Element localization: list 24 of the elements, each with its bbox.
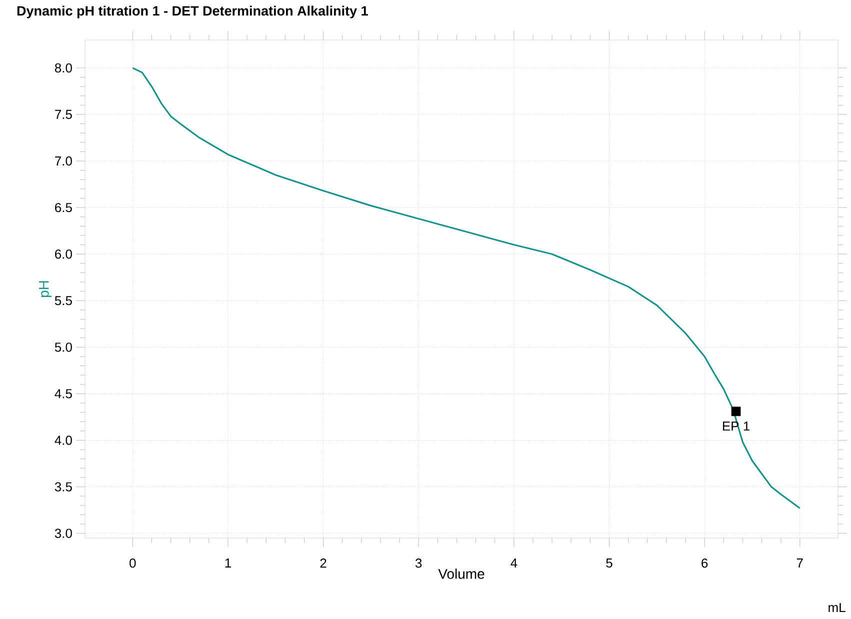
chart-title: Dynamic pH titration 1 - DET Determination Alkalinity 1 bbox=[17, 6, 368, 18]
y-tick-label: 3.5 bbox=[54, 482, 72, 492]
y-tick-label: 6.0 bbox=[55, 249, 72, 259]
x-tick-label: 4 bbox=[510, 558, 518, 568]
y-tick-label: 8.0 bbox=[54, 63, 72, 73]
y-tick-label: 7.5 bbox=[55, 110, 72, 119]
x-tick-label: 2 bbox=[320, 558, 326, 568]
line-series bbox=[132, 67, 801, 510]
x-axis-title: Volume bbox=[438, 568, 484, 579]
y-tick-label: 7.0 bbox=[55, 156, 72, 166]
y-tick-label: 3.0 bbox=[54, 528, 72, 538]
y-tick-label: 4.0 bbox=[54, 436, 72, 445]
x-tick-label: 0 bbox=[130, 558, 136, 568]
y-tick-label: 4.5 bbox=[54, 389, 72, 398]
x-tick-label: 7 bbox=[796, 558, 803, 568]
text: mL bbox=[828, 603, 846, 612]
x-tick-label: 6 bbox=[702, 558, 708, 568]
x-tick-label: 1 bbox=[225, 558, 231, 568]
y-tick-label: 5.5 bbox=[54, 296, 72, 306]
x-tick-label: 5 bbox=[606, 558, 612, 568]
x-tick-label: 3 bbox=[415, 558, 422, 568]
y-tick-label: 5.0 bbox=[54, 342, 72, 352]
y-tick-label: 6.5 bbox=[55, 202, 72, 212]
y-axis-title: pH bbox=[39, 281, 52, 298]
